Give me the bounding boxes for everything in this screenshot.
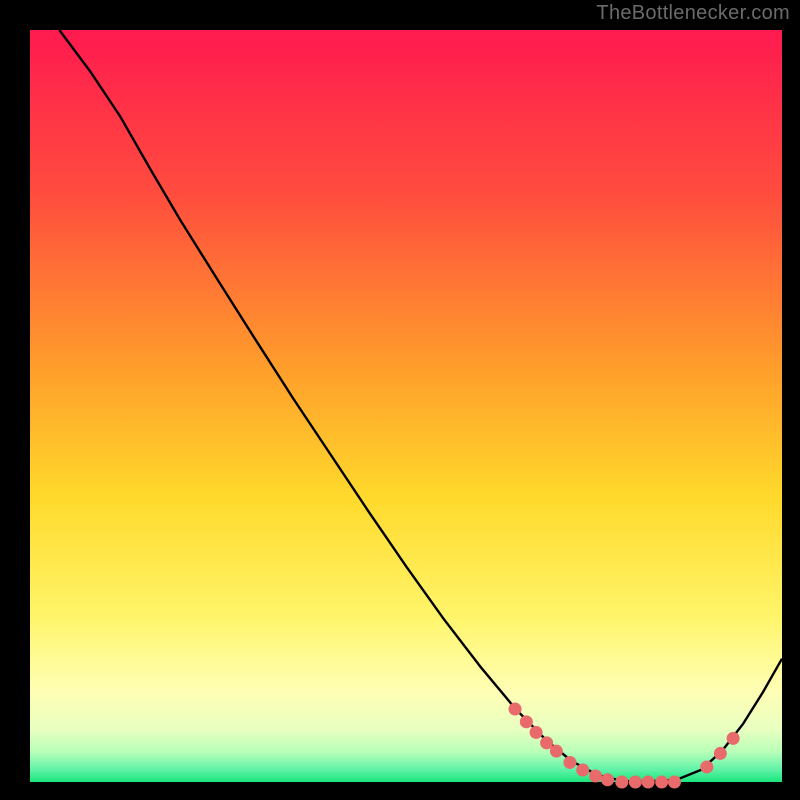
- watermark-text: TheBottlenecker.com: [596, 2, 790, 25]
- chart-gradient-background: [30, 30, 782, 782]
